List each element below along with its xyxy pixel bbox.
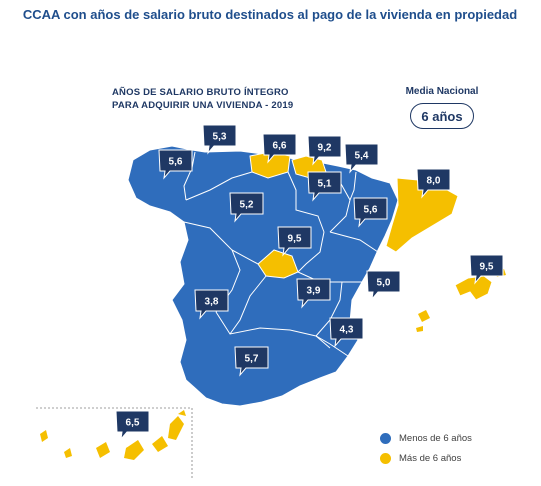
callout-box xyxy=(202,124,237,155)
callout-value: 6,5 xyxy=(126,418,140,429)
callout-value: 3,9 xyxy=(307,286,321,297)
region-callout: 9,5 xyxy=(469,254,504,285)
legend-swatch-below xyxy=(380,432,391,444)
callout-box xyxy=(366,270,401,301)
callout-box xyxy=(353,197,388,228)
region-callout: 5,6 xyxy=(353,197,388,228)
callout-box xyxy=(307,135,342,166)
callout-value: 9,5 xyxy=(480,262,494,273)
callout-box xyxy=(158,149,193,180)
region-value-callouts: 5,6 5,3 6,6 9,2 5,4 5,1 8,0 5,2 5,6 9,5 9,5 5,0 3,8 3… xyxy=(115,124,504,441)
callout-box xyxy=(416,168,451,199)
map-subtitle-line-1: AÑOS DE SALARIO BRUTO ÍNTEGRO xyxy=(112,87,289,98)
callout-value: 8,0 xyxy=(427,176,441,187)
map-subtitle: AÑOS DE SALARIO BRUTO ÍNTEGRO PARA ADQUI… xyxy=(112,86,322,112)
callout-box xyxy=(194,289,229,320)
callout-box xyxy=(262,133,297,164)
callout-value: 4,3 xyxy=(340,325,354,336)
region-callout: 9,2 xyxy=(307,135,342,166)
region-callout: 6,6 xyxy=(262,133,297,164)
national-average: Media Nacional 6 años xyxy=(398,86,486,129)
page-title: CCAA con años de salario bruto destinado… xyxy=(22,7,518,22)
legend-label-below: Menos de 6 años xyxy=(399,432,472,444)
region-callout: 3,9 xyxy=(296,278,331,309)
callout-value: 9,5 xyxy=(288,234,302,245)
callout-box xyxy=(277,226,312,257)
region-callout: 9,5 xyxy=(277,226,312,257)
callout-box xyxy=(307,171,342,202)
callout-box xyxy=(229,192,264,223)
legend-label-above: Más de 6 años xyxy=(399,452,462,464)
region-callout: 3,8 xyxy=(194,289,229,320)
callout-value: 3,8 xyxy=(205,297,219,308)
legend-swatch-above xyxy=(380,452,391,464)
callout-value: 5,6 xyxy=(364,205,378,216)
callout-value: 6,6 xyxy=(273,141,287,152)
legend-item-below: Menos de 6 años xyxy=(380,429,472,447)
callout-box xyxy=(469,254,504,285)
region-borders xyxy=(183,151,379,357)
callout-value: 5,7 xyxy=(245,354,259,365)
region-callout: 5,3 xyxy=(202,124,237,155)
callout-box xyxy=(329,317,364,348)
callout-value: 5,0 xyxy=(377,278,391,289)
canary-islands xyxy=(40,410,186,460)
legend: Menos de 6 años Más de 6 años xyxy=(380,429,472,469)
callout-value: 5,4 xyxy=(355,151,369,162)
national-average-label: Media Nacional xyxy=(405,86,479,97)
formentera xyxy=(416,326,423,332)
region-callout: 5,6 xyxy=(158,149,193,180)
region-callout: 5,1 xyxy=(307,171,342,202)
region-callout: 5,0 xyxy=(366,270,401,301)
callout-value: 5,3 xyxy=(213,132,227,143)
mallorca xyxy=(454,275,493,301)
callout-box xyxy=(344,143,379,174)
map-subtitle-line-2: PARA ADQUIRIR UNA VIVIENDA - 2019 xyxy=(112,100,294,111)
callout-value: 5,6 xyxy=(169,157,183,168)
national-average-value: 6 años xyxy=(410,103,474,129)
region-callout: 5,4 xyxy=(344,143,379,174)
callout-value: 9,2 xyxy=(318,143,332,154)
legend-item-above: Más de 6 años xyxy=(380,449,472,467)
region-callout: 5,7 xyxy=(234,346,269,377)
callout-box xyxy=(296,278,331,309)
callout-box xyxy=(234,346,269,377)
callout-value: 5,2 xyxy=(240,200,254,211)
callout-value: 5,1 xyxy=(318,179,332,190)
canary-inset-frame xyxy=(36,407,193,480)
region-callout: 5,2 xyxy=(229,192,264,223)
region-callout: 4,3 xyxy=(329,317,364,348)
callout-box xyxy=(115,410,150,441)
ibiza xyxy=(418,310,430,322)
region-callout: 8,0 xyxy=(416,168,451,199)
region-callout: 6,5 xyxy=(115,410,150,441)
